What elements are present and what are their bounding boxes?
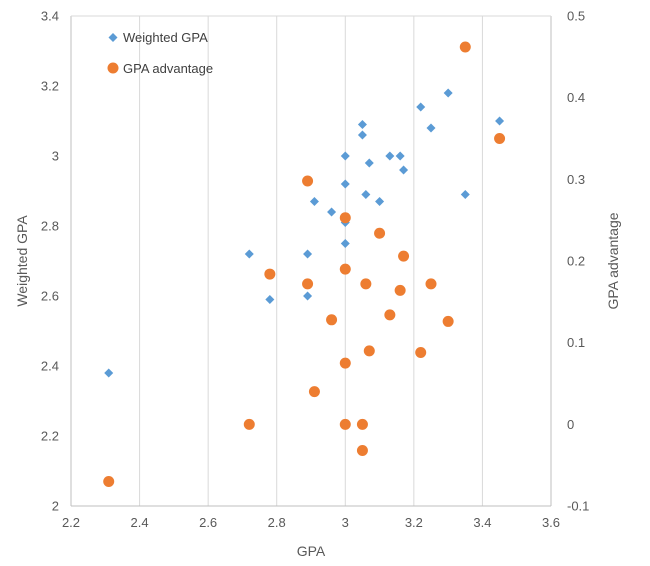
gpa-advantage-point <box>494 133 506 144</box>
series-weighted-gpa <box>104 88 505 378</box>
y-tick-label: 3.4 <box>41 9 59 24</box>
weighted-gpa-point <box>426 123 436 133</box>
legend-label-weighted-gpa: Weighted GPA <box>123 30 208 45</box>
legend-label-gpa-advantage: GPA advantage <box>123 61 213 76</box>
weighted-gpa-point <box>104 368 114 378</box>
legend-marker-diamond <box>108 33 118 42</box>
y-tick-label: 2.8 <box>41 219 59 234</box>
weighted-gpa-point <box>303 249 313 259</box>
gpa-advantage-point <box>356 444 368 456</box>
gpa-advantage-point <box>415 346 427 358</box>
weighted-gpa-point <box>303 291 313 301</box>
x-axis-title: GPA <box>297 543 326 559</box>
weighted-gpa-point <box>364 158 374 168</box>
gpa-advantage-point <box>302 175 314 187</box>
gpa-advantage-point <box>243 418 255 430</box>
weighted-gpa-point <box>340 239 350 248</box>
weighted-gpa-point <box>244 249 254 259</box>
y2-tick-label: 0.2 <box>567 254 585 269</box>
weighted-gpa-point <box>340 179 350 189</box>
y-tick-label: 2.4 <box>41 359 59 374</box>
gpa-advantage-point <box>398 250 410 262</box>
series-gpa-advantage <box>103 41 506 487</box>
grid-lines <box>139 16 483 506</box>
legend-item-gpa-advantage: GPA advantage <box>107 61 213 76</box>
gpa-advantage-point <box>363 345 375 357</box>
y-tick-label: 3 <box>52 149 59 164</box>
y-tick-label: 2.2 <box>41 429 59 444</box>
gpa-advantage-point <box>374 227 386 239</box>
plot-area: 2.2 2.4 2.6 2.8 3 3.2 3.4 3.6 22.22.42.62.833.2… <box>41 9 589 531</box>
x-tick-label: 3 <box>342 515 349 530</box>
plot-background <box>71 16 551 506</box>
gpa-advantage-point <box>360 278 372 290</box>
legend: Weighted GPA GPA advantage <box>107 30 213 76</box>
gpa-advantage-point <box>356 418 368 430</box>
gpa-advantage-point <box>394 284 406 296</box>
weighted-gpa-point <box>395 151 405 161</box>
x-tick-label: 2.6 <box>199 515 217 530</box>
axes <box>70 15 552 507</box>
gpa-advantage-point <box>384 309 396 321</box>
legend-marker-circle <box>107 62 119 74</box>
gpa-advantage-point <box>103 476 115 487</box>
x-tick-label: 3.4 <box>473 515 491 530</box>
weighted-gpa-point <box>375 197 385 206</box>
x-tick-labels: 2.2 2.4 2.6 2.8 3 3.2 3.4 3.6 <box>62 515 560 530</box>
x-tick-label: 3.2 <box>405 515 423 530</box>
y2-tick-label: 0.1 <box>567 335 585 350</box>
gpa-advantage-point <box>339 263 351 275</box>
weighted-gpa-point <box>495 116 505 126</box>
weighted-gpa-point <box>399 165 409 175</box>
y2-tick-label: -0.1 <box>567 499 589 514</box>
y-tick-label: 2 <box>52 499 59 514</box>
legend-item-weighted-gpa: Weighted GPA <box>108 30 208 45</box>
y2-tick-label: 0.3 <box>567 172 585 187</box>
gpa-advantage-point <box>339 212 351 224</box>
gpa-advantage-point <box>425 278 437 290</box>
gpa-advantage-point <box>308 386 320 398</box>
x-tick-label: 3.6 <box>542 515 560 530</box>
weighted-gpa-point <box>357 130 367 140</box>
weighted-gpa-point <box>416 102 426 112</box>
gpa-advantage-point <box>302 278 314 290</box>
weighted-gpa-point <box>361 190 371 199</box>
gpa-advantage-point <box>339 357 351 369</box>
weighted-gpa-point <box>357 120 367 129</box>
x-tick-label: 2.8 <box>268 515 286 530</box>
x-tick-label: 2.2 <box>62 515 80 530</box>
y2-axis-title: GPA advantage <box>605 212 621 309</box>
weighted-gpa-point <box>443 88 453 98</box>
y2-tick-labels: -0.1 0 0.1 0.2 0.3 0.4 0.5 <box>567 9 589 514</box>
weighted-gpa-point <box>327 207 337 217</box>
gpa-advantage-point <box>264 268 276 280</box>
y2-tick-label: 0.5 <box>567 9 585 24</box>
gpa-advantage-point <box>459 41 471 53</box>
y2-tick-label: 0.4 <box>567 90 585 105</box>
gpa-advantage-point <box>442 315 454 327</box>
weighted-gpa-point <box>385 151 395 161</box>
y-tick-label: 3.2 <box>41 79 59 94</box>
weighted-gpa-point <box>460 190 470 199</box>
y2-tick-label: 0 <box>567 417 574 432</box>
x-tick-label: 2.4 <box>131 515 149 530</box>
gpa-advantage-point <box>326 314 338 326</box>
weighted-gpa-point <box>265 295 275 304</box>
gpa-advantage-point <box>339 418 351 430</box>
y-tick-labels: 2 2.2 2.4 2.6 2.8 3 3.2 3.4 <box>41 9 59 514</box>
weighted-gpa-point <box>340 151 350 161</box>
weighted-gpa-point <box>309 197 319 206</box>
y-tick-label: 2.6 <box>41 289 59 304</box>
y-axis-title: Weighted GPA <box>14 215 30 307</box>
